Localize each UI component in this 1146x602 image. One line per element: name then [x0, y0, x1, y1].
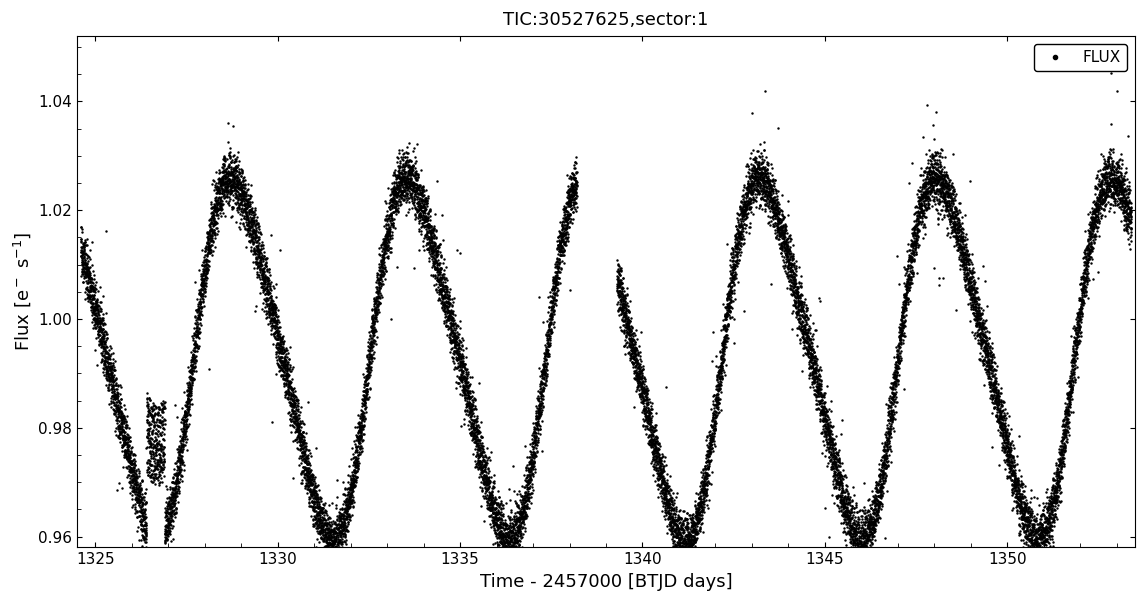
Line: FLUX: FLUX	[80, 72, 1132, 602]
FLUX	[327, 548, 340, 555]
FLUX	[1124, 199, 1138, 206]
FLUX	[1104, 70, 1117, 77]
X-axis label: Time - 2457000 [BTJD days]: Time - 2457000 [BTJD days]	[480, 573, 732, 591]
FLUX	[1088, 182, 1101, 189]
FLUX	[1042, 527, 1055, 535]
FLUX	[196, 298, 210, 305]
Y-axis label: Flux [e$^-$ s$^{-1}$]: Flux [e$^-$ s$^{-1}$]	[11, 232, 33, 352]
FLUX	[889, 364, 903, 371]
FLUX	[74, 237, 88, 244]
Title: TIC:30527625,sector:1: TIC:30527625,sector:1	[503, 11, 708, 29]
FLUX	[499, 523, 512, 530]
Legend: FLUX: FLUX	[1034, 44, 1128, 71]
